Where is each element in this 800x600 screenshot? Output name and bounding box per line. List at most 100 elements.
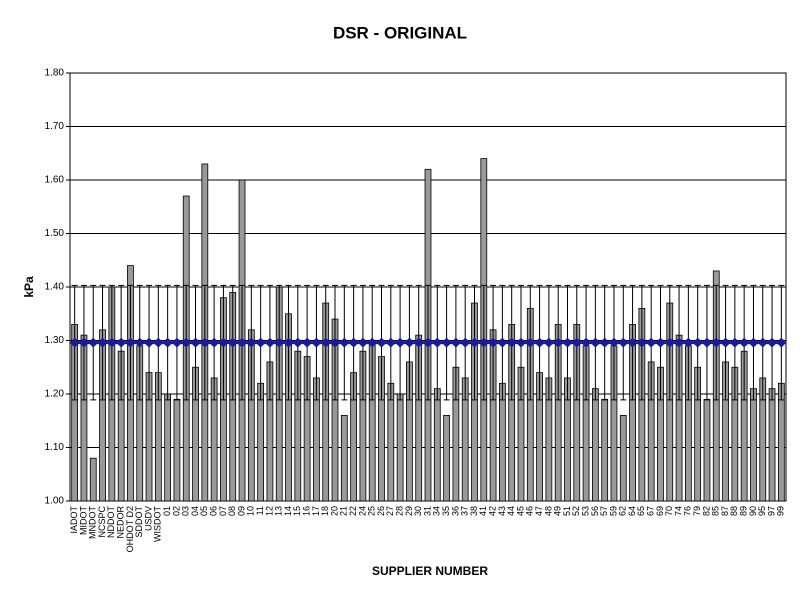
x-tick-label: 51 [562,506,572,516]
x-tick-label: MNDOT [88,506,98,539]
y-tick-label: 1.40 [45,282,65,293]
marker [134,337,145,348]
x-tick-label: 15 [292,506,302,516]
marker [367,337,378,348]
x-tick-label: 18 [320,506,330,516]
x-tick-label: 07 [218,506,228,516]
marker [590,337,601,348]
x-tick-label: MIDOT [78,506,88,535]
marker [395,337,406,348]
marker [674,337,685,348]
y-tick-label: 1.50 [45,228,65,239]
x-tick-label: 88 [729,506,739,516]
marker [385,337,396,348]
bar [499,382,506,502]
marker [181,337,192,348]
marker [320,337,331,348]
x-tick-label: NEDOR [116,506,126,539]
x-tick-label: 10 [246,506,256,516]
marker [69,337,80,348]
bar [89,457,97,502]
marker [348,337,359,348]
x-tick-label: 06 [209,506,219,516]
marker [144,337,155,348]
x-tick-label: USDV [143,506,153,531]
x-tick-label: 85 [711,506,721,516]
marker [357,337,368,348]
bar [601,398,609,502]
marker [627,337,638,348]
marker [97,337,108,348]
x-tick-label: 30 [413,506,423,516]
x-tick-label: 17 [311,506,321,516]
x-tick-label: 04 [190,506,200,516]
x-tick-label: 82 [701,506,711,516]
marker [701,337,712,348]
chart-title: DSR - ORIGINAL [333,23,467,42]
y-axis-title: kPa [22,276,36,298]
x-tick-label: 41 [478,506,488,516]
x-tick-label: 97 [766,506,776,516]
marker [78,337,89,348]
marker [553,337,564,348]
marker [292,337,303,348]
marker [767,337,778,348]
bar [257,382,264,502]
x-tick-label: 09 [236,506,246,516]
y-tick-label: 1.00 [45,496,65,507]
marker [515,337,526,348]
bar [750,388,757,502]
x-tick-label: 67 [646,506,656,516]
marker [274,337,285,348]
x-tick-label: 70 [664,506,674,516]
x-tick-label: 44 [506,506,516,516]
x-tick-label: 53 [580,506,590,516]
bar [396,393,404,502]
x-tick-label: NCSPC [97,506,107,538]
marker [460,337,471,348]
marker [255,337,266,348]
y-tick-label: 1.60 [45,175,65,186]
marker [264,337,275,348]
marker [720,337,731,348]
x-tick-label: 22 [348,506,358,516]
x-tick-label: 38 [469,506,479,516]
marker [88,337,99,348]
marker [683,337,694,348]
y-tick-label: 1.80 [45,68,65,79]
bar [340,414,348,502]
marker [581,337,592,348]
x-tick-label: 26 [376,506,386,516]
marker [376,337,387,348]
marker [237,337,248,348]
y-tick-label: 1.70 [45,121,65,132]
x-tick-label: 48 [543,506,553,516]
x-tick-label: 02 [171,506,181,516]
marker [664,337,675,348]
x-tick-label: 14 [283,506,293,516]
bar [433,388,441,502]
x-tick-label: 59 [608,506,618,516]
x-tick-label: 35 [441,506,451,516]
marker [599,337,610,348]
x-tick-label: 13 [274,506,284,516]
marker [748,337,759,348]
x-tick-label: WISDOT [153,506,163,542]
marker [227,337,238,348]
x-tick-label: 49 [553,506,563,516]
marker [636,337,647,348]
marker [311,337,322,348]
marker [153,337,164,348]
bar [387,382,395,502]
marker [283,337,294,348]
x-tick-label: 34 [432,506,442,516]
bar [592,388,599,502]
x-tick-label: OHDOT D2 [125,506,135,552]
marker [618,337,629,348]
x-tick-label: 46 [525,506,535,516]
x-tick-label: 56 [590,506,600,516]
marker [209,337,220,348]
bar [768,388,776,502]
x-tick-label: 24 [357,506,367,516]
